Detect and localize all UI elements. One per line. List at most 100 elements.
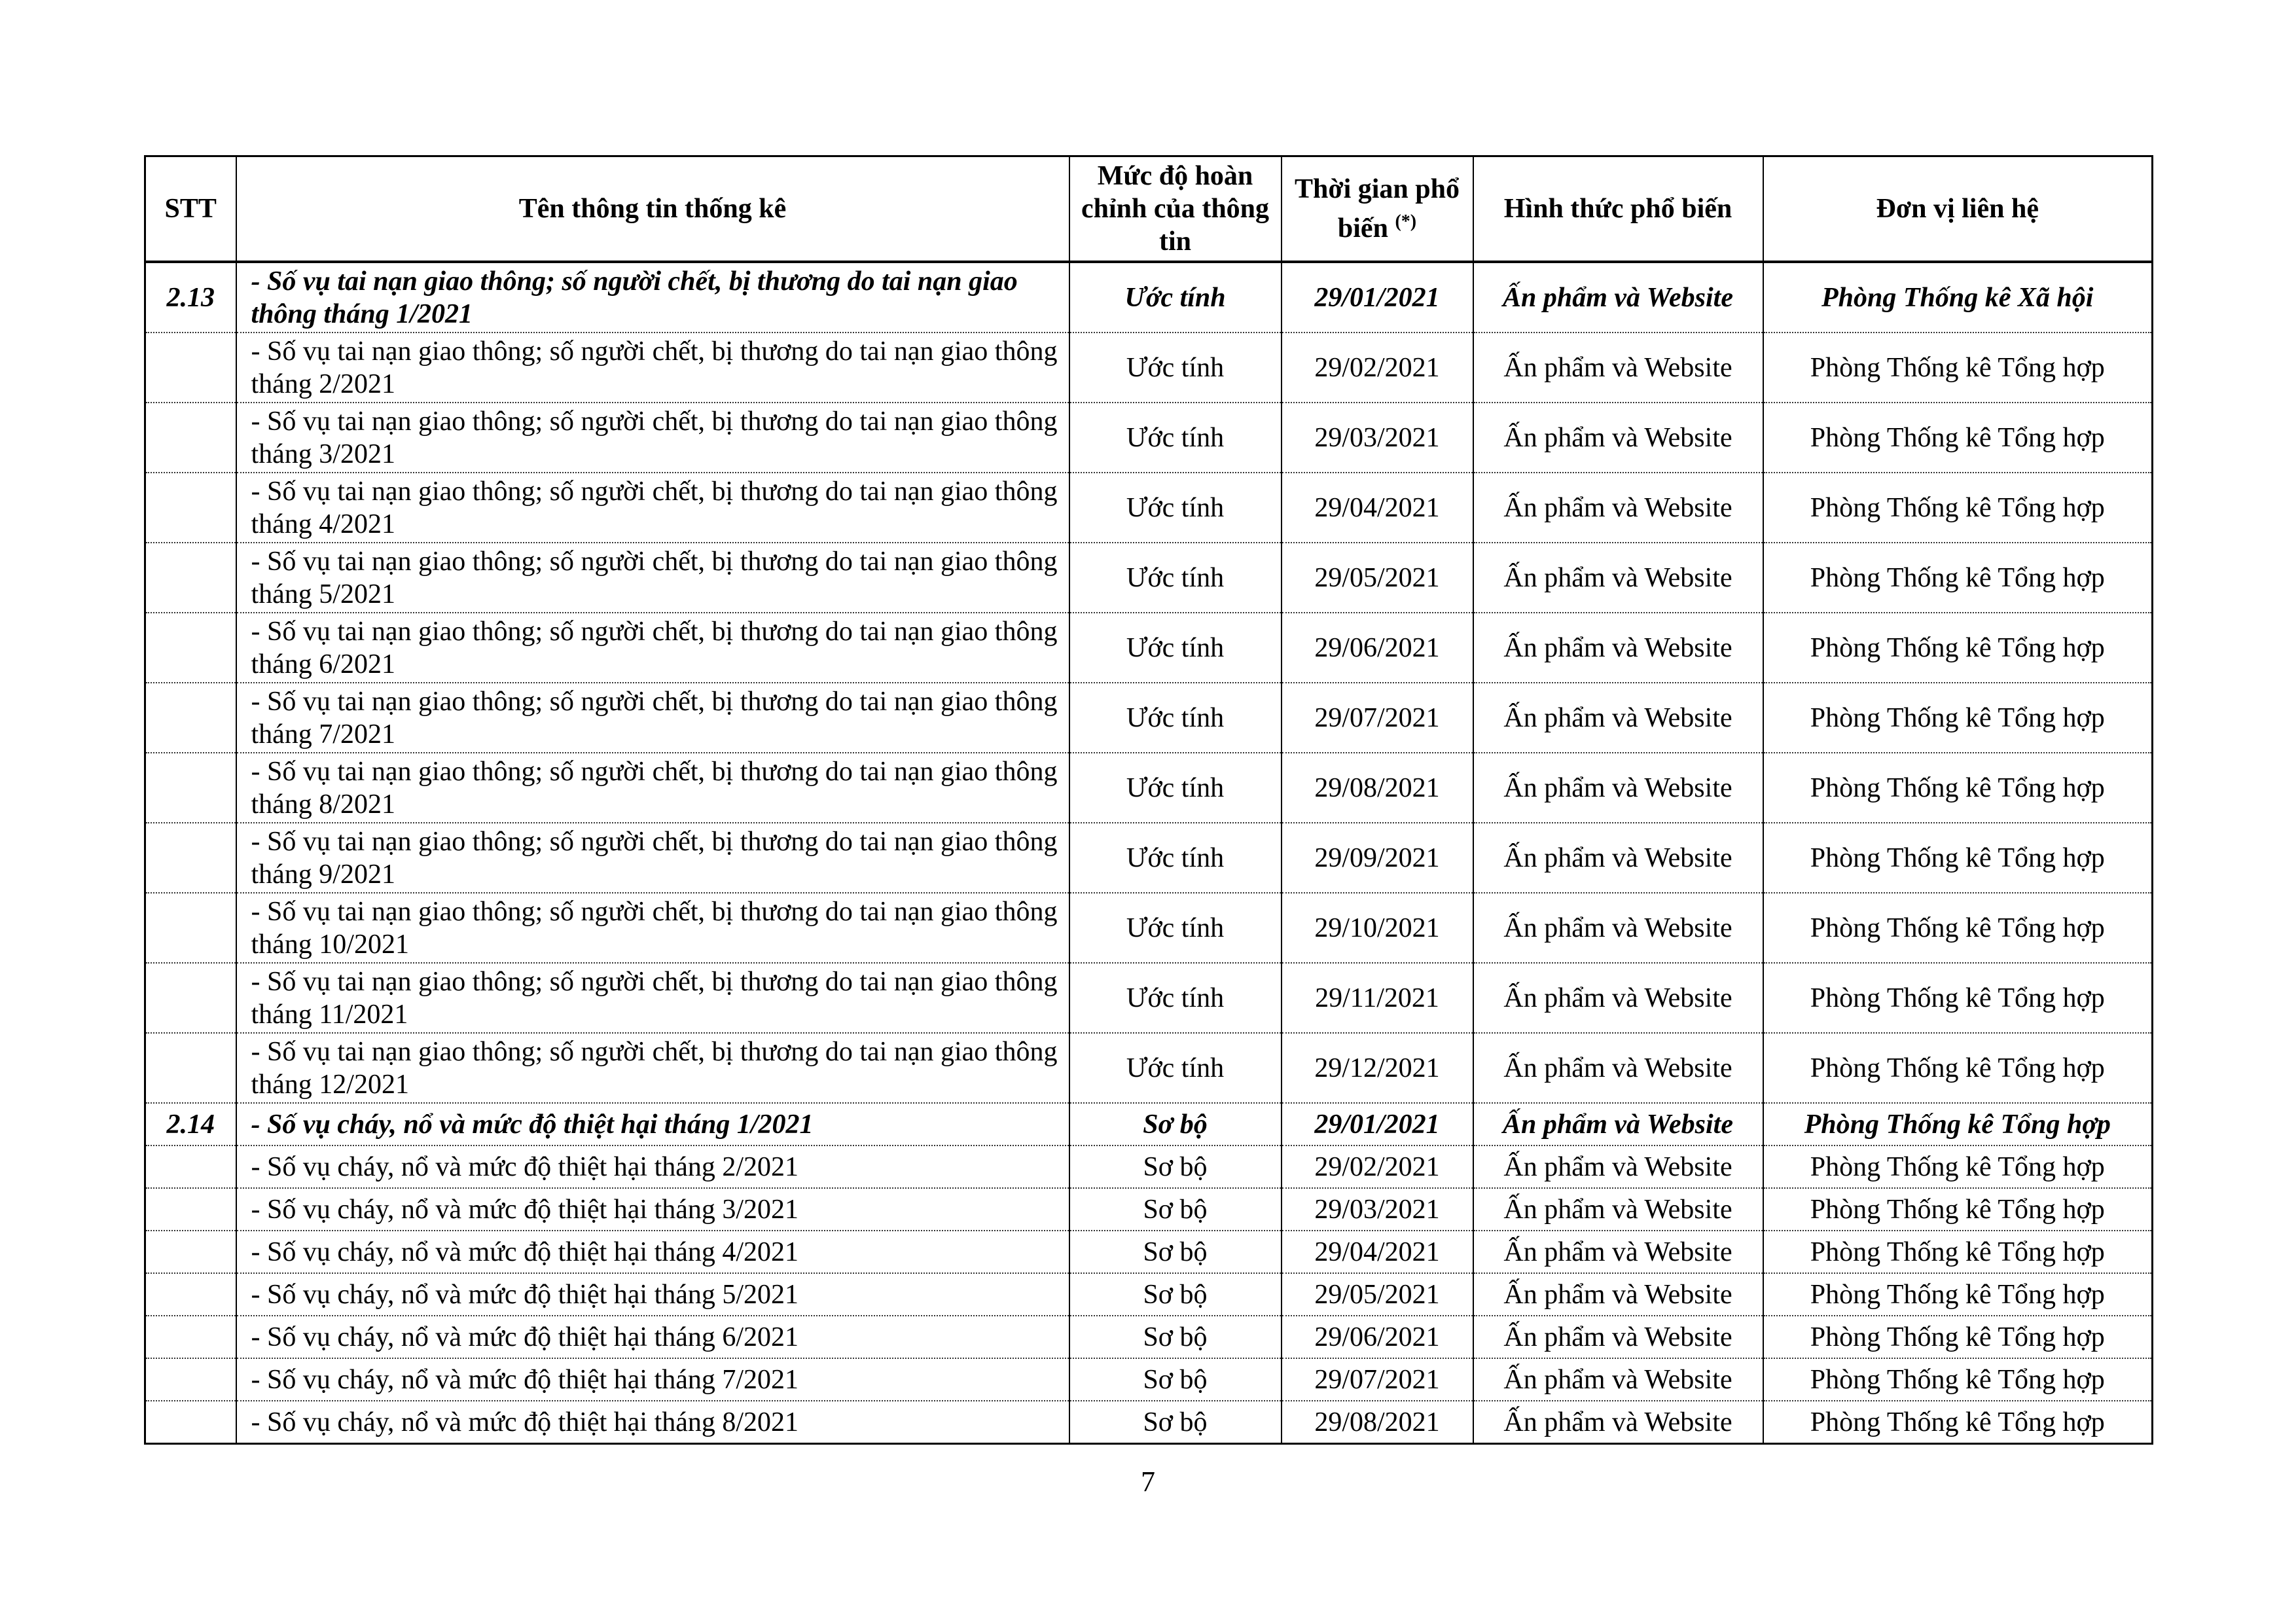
cell-completeness: Ước tính [1068,613,1282,683]
cell-time: 29/11/2021 [1280,963,1474,1034]
header-form: Hình thức phổ biến [1472,156,1764,263]
cell-stt [144,1401,237,1445]
cell-completeness: Sơ bộ [1068,1188,1282,1231]
cell-name: - Số vụ tai nạn giao thông; số người chế… [235,543,1070,613]
cell-stt [144,1358,237,1401]
cell-unit: Phòng Thống kê Tổng hợp [1762,893,2153,964]
header-stt: STT [144,156,237,263]
cell-name: - Số vụ cháy, nổ và mức độ thiệt hại thá… [235,1273,1070,1316]
cell-name: - Số vụ tai nạn giao thông; số người chế… [235,753,1070,823]
cell-form: Ấn phẩm và Website [1472,1146,1764,1189]
cell-unit: Phòng Thống kê Tổng hợp [1762,543,2153,613]
cell-time: 29/09/2021 [1280,823,1474,893]
cell-time: 29/04/2021 [1280,473,1474,543]
cell-form: Ấn phẩm và Website [1472,613,1764,683]
cell-completeness: Ước tính [1068,262,1282,333]
cell-completeness: Sơ bộ [1068,1358,1282,1401]
cell-time: 29/01/2021 [1280,1103,1474,1146]
cell-unit: Phòng Thống kê Tổng hợp [1762,1316,2153,1359]
cell-stt [144,893,237,964]
cell-name: - Số vụ tai nạn giao thông; số người chế… [235,893,1070,964]
cell-time: 29/07/2021 [1280,1358,1474,1401]
cell-form: Ấn phẩm và Website [1472,543,1764,613]
cell-name: - Số vụ tai nạn giao thông; số người chế… [235,963,1070,1034]
cell-form: Ấn phẩm và Website [1472,823,1764,893]
table-row-section: 2.13- Số vụ tai nạn giao thông; số người… [144,262,2153,333]
cell-name: - Số vụ tai nạn giao thông; số người chế… [235,613,1070,683]
cell-unit: Phòng Thống kê Tổng hợp [1762,1231,2153,1274]
cell-name: - Số vụ tai nạn giao thông; số người chế… [235,333,1070,403]
cell-completeness: Sơ bộ [1068,1401,1282,1445]
cell-unit: Phòng Thống kê Tổng hợp [1762,823,2153,893]
cell-stt [144,543,237,613]
cell-completeness: Ước tính [1068,333,1282,403]
table-row: - Số vụ tai nạn giao thông; số người chế… [144,683,2153,753]
cell-name: - Số vụ cháy, nổ và mức độ thiệt hại thá… [235,1401,1070,1445]
cell-form: Ấn phẩm và Website [1472,1358,1764,1401]
cell-stt [144,1146,237,1189]
cell-stt [144,963,237,1034]
cell-stt [144,1033,237,1104]
cell-completeness: Ước tính [1068,823,1282,893]
table-row: - Số vụ tai nạn giao thông; số người chế… [144,403,2153,473]
cell-unit: Phòng Thống kê Tổng hợp [1762,613,2153,683]
table-row: - Số vụ cháy, nổ và mức độ thiệt hại thá… [144,1188,2153,1231]
cell-form: Ấn phẩm và Website [1472,333,1764,403]
cell-form: Ấn phẩm và Website [1472,1316,1764,1359]
cell-unit: Phòng Thống kê Tổng hợp [1762,1273,2153,1316]
header-unit: Đơn vị liên hệ [1762,156,2153,263]
cell-name: - Số vụ cháy, nổ và mức độ thiệt hại thá… [235,1188,1070,1231]
header-time-note: (*) [1395,211,1417,232]
statistics-schedule-table: STT Tên thông tin thống kê Mức độ hoàn c… [144,155,2153,1445]
cell-stt [144,473,237,543]
cell-time: 29/08/2021 [1280,753,1474,823]
cell-form: Ấn phẩm và Website [1472,262,1764,333]
cell-completeness: Sơ bộ [1068,1103,1282,1146]
cell-stt [144,1188,237,1231]
cell-form: Ấn phẩm và Website [1472,753,1764,823]
cell-completeness: Ước tính [1068,403,1282,473]
cell-name: - Số vụ tai nạn giao thông; số người chế… [235,683,1070,753]
cell-form: Ấn phẩm và Website [1472,683,1764,753]
cell-form: Ấn phẩm và Website [1472,1273,1764,1316]
cell-name: - Số vụ tai nạn giao thông; số người chế… [235,1033,1070,1104]
header-time: Thời gian phổ biến (*) [1280,156,1474,263]
cell-form: Ấn phẩm và Website [1472,893,1764,964]
cell-stt [144,1273,237,1316]
cell-time: 29/02/2021 [1280,1146,1474,1189]
cell-name: - Số vụ cháy, nổ và mức độ thiệt hại thá… [235,1358,1070,1401]
cell-form: Ấn phẩm và Website [1472,1033,1764,1104]
cell-time: 29/12/2021 [1280,1033,1474,1104]
cell-unit: Phòng Thống kê Tổng hợp [1762,1033,2153,1104]
cell-time: 29/10/2021 [1280,893,1474,964]
cell-form: Ấn phẩm và Website [1472,1103,1764,1146]
cell-unit: Phòng Thống kê Tổng hợp [1762,403,2153,473]
cell-time: 29/02/2021 [1280,333,1474,403]
cell-unit: Phòng Thống kê Tổng hợp [1762,333,2153,403]
table-row: - Số vụ cháy, nổ và mức độ thiệt hại thá… [144,1358,2153,1401]
cell-unit: Phòng Thống kê Tổng hợp [1762,753,2153,823]
cell-form: Ấn phẩm và Website [1472,1188,1764,1231]
cell-form: Ấn phẩm và Website [1472,1231,1764,1274]
table-row: - Số vụ tai nạn giao thông; số người chế… [144,543,2153,613]
cell-form: Ấn phẩm và Website [1472,403,1764,473]
cell-time: 29/06/2021 [1280,613,1474,683]
table-row: - Số vụ tai nạn giao thông; số người chế… [144,473,2153,543]
cell-unit: Phòng Thống kê Tổng hợp [1762,473,2153,543]
cell-name: - Số vụ cháy, nổ và mức độ thiệt hại thá… [235,1316,1070,1359]
cell-unit: Phòng Thống kê Xã hội [1762,262,2153,333]
cell-name: - Số vụ tai nạn giao thông; số người chế… [235,823,1070,893]
cell-completeness: Ước tính [1068,963,1282,1034]
cell-completeness: Ước tính [1068,543,1282,613]
cell-stt [144,1231,237,1274]
cell-stt [144,613,237,683]
table-row: - Số vụ cháy, nổ và mức độ thiệt hại thá… [144,1316,2153,1359]
cell-stt [144,823,237,893]
cell-completeness: Sơ bộ [1068,1231,1282,1274]
cell-stt [144,683,237,753]
table-row: - Số vụ tai nạn giao thông; số người chế… [144,613,2153,683]
cell-completeness: Ước tính [1068,683,1282,753]
cell-time: 29/05/2021 [1280,1273,1474,1316]
cell-name: - Số vụ cháy, nổ và mức độ thiệt hại thá… [235,1231,1070,1274]
cell-unit: Phòng Thống kê Tổng hợp [1762,1358,2153,1401]
